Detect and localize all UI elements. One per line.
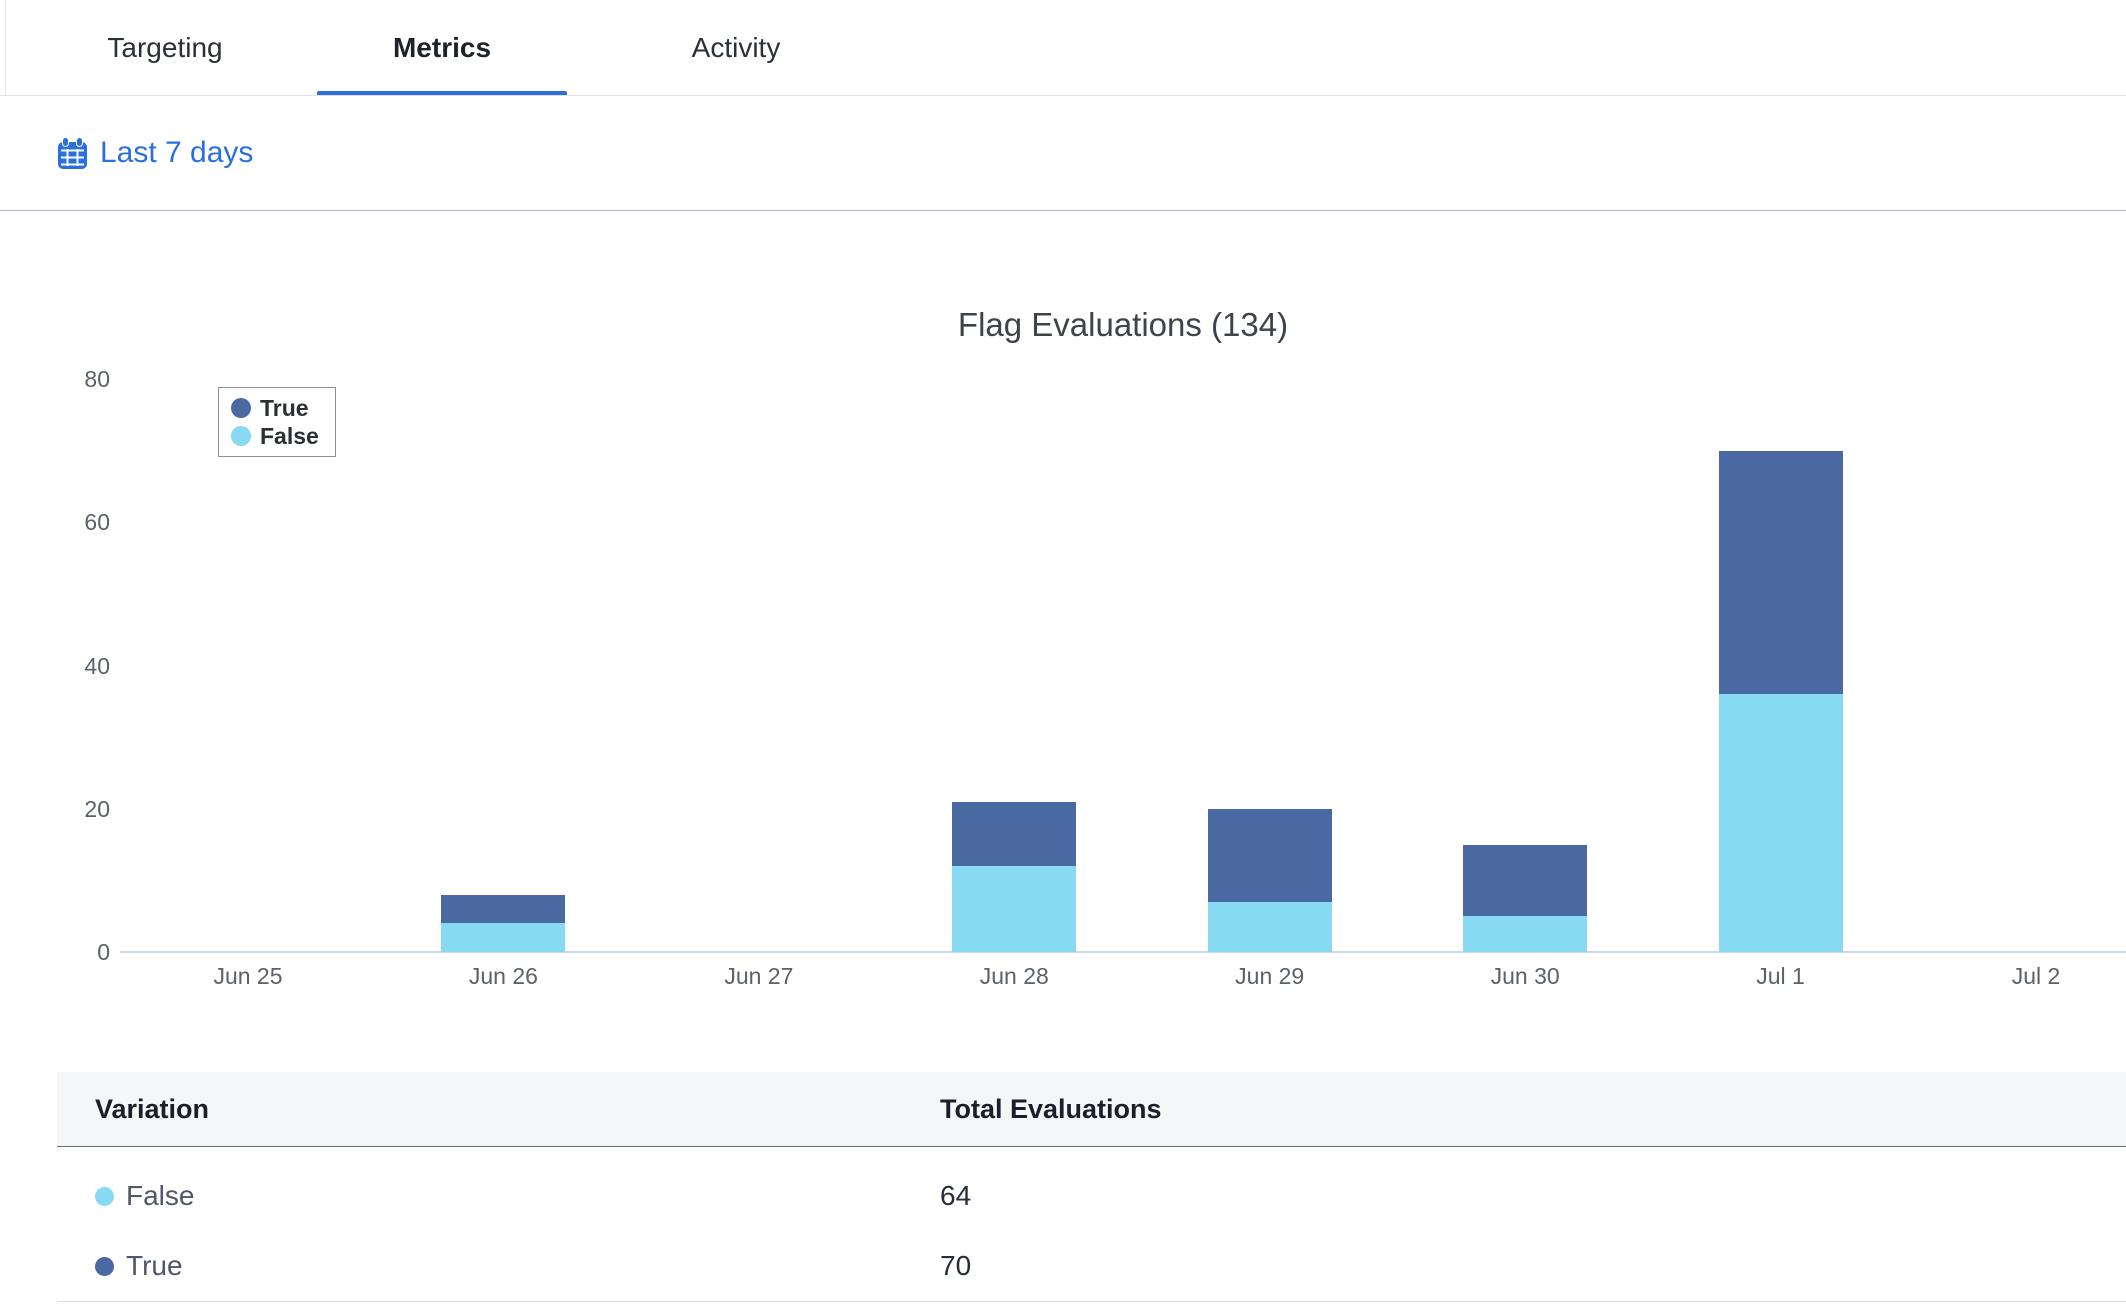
true-variation-dot: [95, 1256, 114, 1276]
x-axis-line: [120, 951, 2126, 953]
bar-segment-true-jun-30: [1463, 844, 1588, 917]
calendar-icon: [57, 136, 88, 170]
legend-item-true[interactable]: True: [231, 395, 319, 421]
bar-segment-false-jun-30: [1463, 916, 1588, 952]
x-axis-tick-jun-30: Jun 30: [1490, 963, 1560, 989]
date-range-picker[interactable]: Last 7 days: [57, 136, 253, 170]
panel-edge-divider: [5, 0, 6, 95]
bar-segment-false-jun-29: [1207, 901, 1332, 952]
legend-label-true: True: [260, 395, 309, 421]
legend-item-false[interactable]: False: [231, 423, 319, 449]
variation-label: True: [126, 1250, 183, 1281]
table-row-false: False 64: [57, 1161, 2126, 1231]
tab-activity[interactable]: Activity: [611, 0, 861, 95]
legend-dot-true: [231, 398, 251, 418]
x-axis-tick-jun-29: Jun 29: [1235, 963, 1305, 989]
tab-targeting[interactable]: Targeting: [57, 0, 273, 95]
bar-segment-true-jun-29: [1207, 808, 1332, 902]
x-axis-tick-jun-28: Jun 28: [979, 963, 1049, 989]
false-variation-dot: [95, 1186, 114, 1206]
bar-segment-false-jul-1: [1718, 694, 1843, 952]
date-range-row: Last 7 days: [0, 96, 2126, 211]
column-header-total-evaluations: Total Evaluations: [940, 1093, 1162, 1124]
y-axis-tick-80: 80: [84, 366, 110, 392]
tab-bar: Targeting Metrics Activity: [0, 0, 2126, 96]
x-axis-tick-jun-25: Jun 25: [213, 963, 283, 989]
total-evaluations-value: 64: [940, 1180, 972, 1211]
bar-segment-false-jun-28: [952, 866, 1077, 952]
chart-title: Flag Evaluations (134): [957, 306, 1289, 343]
bar-segment-true-jul-1: [1718, 450, 1843, 695]
y-axis-tick-40: 40: [84, 652, 110, 679]
table-header-row: Variation Total Evaluations: [57, 1072, 2126, 1147]
x-axis-tick-jun-26: Jun 26: [468, 963, 538, 989]
date-range-label: Last 7 days: [100, 136, 254, 169]
active-tab-underline: [317, 91, 567, 95]
variation-table: Variation Total Evaluations False 64 Tru…: [57, 1072, 2126, 1301]
bar-segment-true-jun-26: [441, 894, 566, 924]
column-header-variation: Variation: [95, 1093, 210, 1124]
x-axis-tick-jul-1: Jul 1: [1756, 963, 1805, 989]
chart-legend: True False: [218, 387, 336, 457]
bar-segment-false-jun-26: [441, 923, 566, 952]
tab-targeting-label: Targeting: [107, 31, 223, 63]
flag-evaluations-chart: Flag Evaluations (134) True False 0 20 40 60…: [0, 211, 2126, 1072]
tab-activity-label: Activity: [691, 31, 781, 63]
y-axis-tick-60: 60: [84, 509, 110, 536]
bar-segment-true-jun-28: [952, 801, 1077, 867]
y-axis-tick-20: 20: [84, 795, 110, 822]
table-bottom-divider: [57, 1301, 2126, 1302]
y-axis-tick-0: 0: [97, 939, 110, 965]
x-axis-tick-jun-27: Jun 27: [724, 963, 794, 989]
variation-label: False: [126, 1180, 195, 1211]
tab-metrics[interactable]: Metrics: [317, 0, 567, 95]
legend-dot-false: [231, 426, 251, 446]
legend-label-false: False: [260, 423, 319, 449]
tab-metrics-label: Metrics: [392, 31, 492, 63]
x-axis-tick-jul-2: Jul 2: [2011, 963, 2061, 989]
table-row-true: True 70: [57, 1231, 2126, 1301]
total-evaluations-value: 70: [940, 1250, 972, 1281]
